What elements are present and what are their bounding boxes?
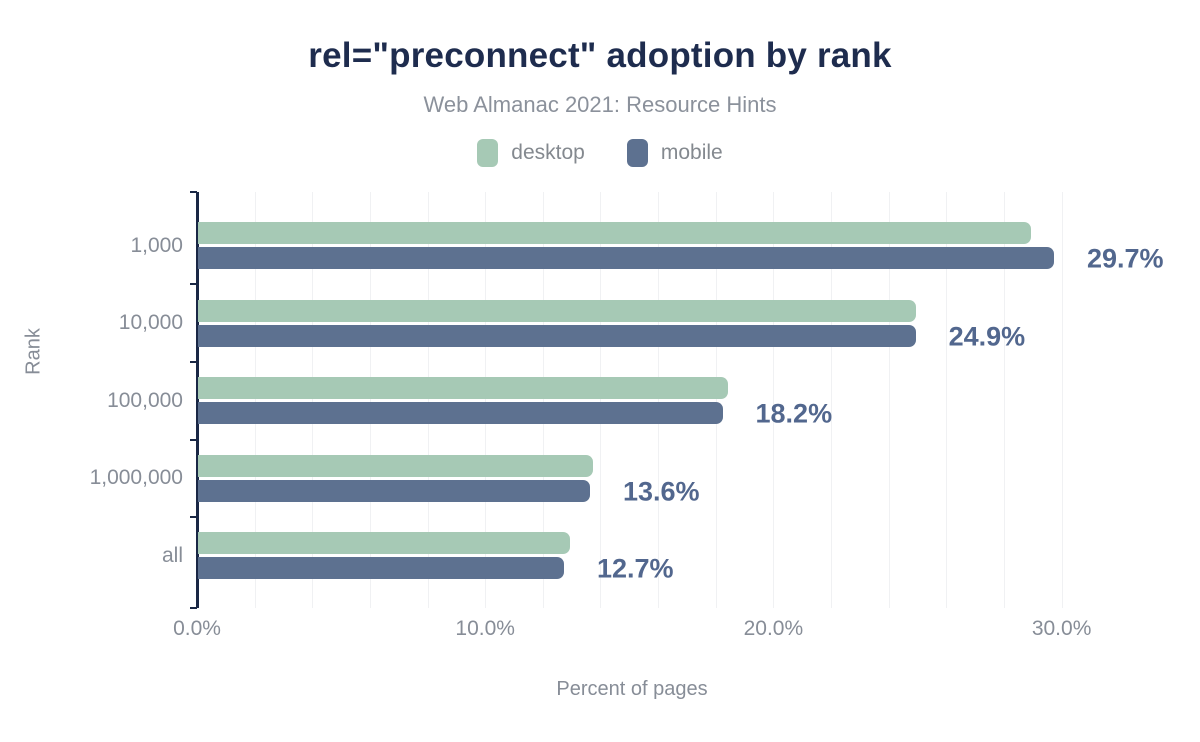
y-axis-tick <box>190 607 197 609</box>
value-label-1000: 29.7% <box>1086 243 1164 274</box>
bar-desktop-1000[interactable] <box>198 222 1031 244</box>
value-label-all: 12.7% <box>597 553 674 584</box>
y-axis-tick <box>190 360 197 363</box>
gridline <box>715 192 717 608</box>
y-tick-label-all: all <box>161 543 183 567</box>
gridline <box>831 192 833 608</box>
y-axis-tick <box>190 191 197 193</box>
gridline <box>773 192 775 608</box>
legend-label-mobile: mobile <box>660 141 723 164</box>
legend-item-desktop[interactable]: desktop <box>477 139 585 167</box>
bar-mobile-1000000[interactable] <box>198 479 590 502</box>
x-tick-label-10: 10.0% <box>455 617 515 640</box>
gridline <box>254 192 256 608</box>
gridline <box>369 192 371 608</box>
gridline <box>1003 192 1005 608</box>
y-axis-line <box>196 192 199 608</box>
value-label-10000: 24.9% <box>948 321 1026 352</box>
chart-subtitle: Web Almanac 2021: Resource Hints <box>423 92 777 117</box>
y-tick-label-10000: 10,000 <box>118 311 183 335</box>
y-axis-tick <box>190 283 197 286</box>
bar-desktop-10000[interactable] <box>198 299 916 322</box>
plot-area: 29.7% 24.9% 18.2% 13.6% 12.7% <box>190 191 1164 609</box>
mobile-color-swatch-icon <box>626 139 648 167</box>
bar-desktop-1000000[interactable] <box>198 454 593 477</box>
bar-mobile-100000[interactable] <box>198 402 723 425</box>
gridline <box>542 192 544 608</box>
y-tick-label-100000: 100,000 <box>107 388 183 412</box>
bar-mobile-1000[interactable] <box>198 247 1054 269</box>
gridline <box>427 192 429 608</box>
chart-title: rel="preconnect" adoption by rank <box>308 36 892 75</box>
gridline <box>600 192 602 608</box>
bar-mobile-10000[interactable] <box>198 324 916 347</box>
y-axis-tick <box>190 516 197 519</box>
gridline <box>658 192 660 608</box>
x-tick-label-0: 0.0% <box>173 617 221 640</box>
value-label-100000: 18.2% <box>755 398 833 429</box>
value-label-1000000: 13.6% <box>622 476 700 507</box>
bar-desktop-all[interactable] <box>198 532 570 555</box>
legend: desktop mobile <box>0 139 1200 167</box>
gridline <box>946 192 948 608</box>
y-axis-tick <box>190 438 197 441</box>
desktop-color-swatch-icon <box>477 139 499 167</box>
x-tick-label-30: 30.0% <box>1031 617 1092 640</box>
bar-desktop-100000[interactable] <box>198 377 729 400</box>
gridline <box>485 192 487 608</box>
x-axis-title: Percent of pages <box>556 678 708 700</box>
y-tick-label-1000000: 1,000,000 <box>89 466 183 490</box>
x-tick-label-20: 20.0% <box>743 617 804 640</box>
gridline <box>888 192 890 608</box>
y-tick-label-1000: 1,000 <box>130 233 183 257</box>
legend-label-desktop: desktop <box>511 141 585 164</box>
gridline <box>1061 192 1063 608</box>
bar-mobile-all[interactable] <box>198 557 564 580</box>
y-axis-title: Rank <box>22 328 45 375</box>
gridline <box>312 192 314 608</box>
legend-item-mobile[interactable]: mobile <box>626 139 723 167</box>
